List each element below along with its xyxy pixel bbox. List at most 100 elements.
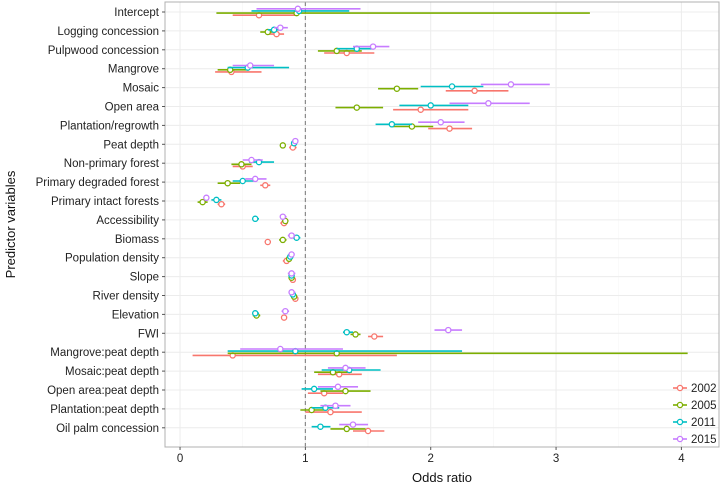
- y-tick-label: Elevation: [112, 309, 159, 321]
- y-tick-label: Open area:peat depth: [47, 385, 159, 397]
- data-point: [343, 425, 350, 433]
- data-point: [485, 100, 492, 107]
- data-point: [327, 408, 334, 416]
- y-tick-label: Logging concession: [57, 26, 159, 38]
- data-point: [352, 331, 359, 338]
- data-point: [343, 328, 350, 336]
- data-point: [199, 198, 206, 206]
- data-point: [282, 307, 289, 315]
- data-point: [288, 289, 295, 296]
- data-point: [280, 314, 288, 321]
- data-point: [371, 333, 378, 340]
- legend-key-point: [676, 435, 684, 443]
- data-point: [218, 200, 225, 208]
- y-tick-label: Non-primary forest: [64, 158, 160, 170]
- legend-item-2002: 2002: [673, 383, 717, 395]
- data-point: [213, 196, 220, 204]
- data-point: [251, 310, 259, 317]
- data-point: [277, 345, 284, 353]
- legend-key-point: [676, 418, 684, 426]
- data-point: [292, 137, 299, 145]
- data-point: [417, 106, 424, 113]
- data-point: [353, 104, 361, 111]
- data-point: [238, 161, 245, 168]
- y-tick-label: Primary degraded forest: [36, 177, 160, 189]
- data-point: [264, 238, 272, 246]
- data-point: [310, 385, 318, 393]
- legend-key-point: [676, 401, 684, 409]
- y-tick-label: Accessibility: [96, 215, 159, 227]
- data-point: [471, 87, 478, 95]
- data-point: [277, 24, 284, 31]
- series-2002: [192, 11, 509, 435]
- legend-label: 2002: [691, 383, 717, 395]
- data-point: [317, 423, 324, 430]
- y-tick-label: Pulpwood concession: [48, 45, 159, 57]
- y-tick-label: Primary intact forests: [51, 196, 159, 208]
- data-point: [446, 125, 453, 132]
- y-tick-label: River density: [93, 291, 160, 303]
- x-tick-label: 4: [678, 453, 685, 465]
- data-point: [349, 421, 357, 428]
- legend: 2002 2005 2011 2015: [673, 383, 717, 446]
- data-point: [224, 179, 231, 187]
- y-tick-label: Peat depth: [103, 139, 159, 151]
- series-group: [192, 5, 688, 435]
- legend-item-2015: 2015: [673, 434, 717, 446]
- series-2015: [203, 5, 550, 428]
- x-tick-label: 1: [302, 453, 308, 465]
- data-point: [334, 383, 342, 391]
- y-tick-label: Mosaic: [123, 83, 160, 95]
- legend-label: 2015: [691, 434, 717, 446]
- legend-item-2011: 2011: [673, 417, 716, 429]
- data-point: [332, 402, 339, 409]
- data-point: [239, 177, 246, 185]
- legend-item-2005: 2005: [673, 400, 717, 412]
- y-axis-title: Predictor variables: [3, 170, 18, 278]
- y-tick-label: Mangrove: [108, 64, 159, 76]
- data-point: [427, 102, 434, 109]
- x-tick-label: 3: [553, 453, 559, 465]
- y-tick-label: Mangrove:peat depth: [50, 347, 159, 359]
- data-point: [288, 232, 295, 239]
- data-point: [393, 85, 401, 92]
- data-point: [279, 236, 287, 244]
- data-point: [342, 364, 349, 372]
- legend-label: 2005: [691, 400, 717, 412]
- data-point: [294, 5, 302, 13]
- grid-lines: [165, 2, 719, 447]
- y-tick-label: Biomass: [115, 234, 159, 246]
- data-point: [342, 387, 349, 395]
- plot-panel-border: [164, 1, 720, 448]
- x-tick-label: 0: [177, 453, 183, 465]
- y-tick-label: Slope: [130, 272, 159, 284]
- x-axis-title: Odds ratio: [412, 470, 472, 485]
- data-point: [279, 142, 287, 149]
- y-tick-label: Oil palm concession: [56, 423, 159, 435]
- data-point: [369, 43, 377, 50]
- y-tick-label: Intercept: [114, 7, 160, 19]
- data-point: [203, 194, 210, 202]
- data-point: [251, 215, 259, 223]
- data-point: [246, 62, 254, 69]
- series-2005: [197, 9, 688, 433]
- data-point: [248, 156, 255, 164]
- data-point: [507, 81, 515, 88]
- x-tick-labels: 0 1 2 3 4: [177, 447, 685, 465]
- data-point: [448, 83, 456, 90]
- data-point: [437, 118, 444, 126]
- data-point: [251, 175, 259, 183]
- data-point: [288, 270, 295, 277]
- data-point: [288, 251, 295, 258]
- y-tick-labels: Intercept Logging concession Pulpwood conc…: [36, 7, 165, 435]
- y-tick-label: Plantation:peat depth: [50, 404, 159, 416]
- data-point: [364, 427, 372, 435]
- legend-label: 2011: [691, 417, 716, 429]
- data-point: [388, 121, 396, 128]
- data-point: [262, 182, 269, 189]
- y-tick-label: Plantation/regrowth: [60, 120, 159, 132]
- data-point: [445, 326, 452, 334]
- data-point: [279, 213, 287, 220]
- y-tick-label: Mosaic:peat depth: [65, 366, 159, 378]
